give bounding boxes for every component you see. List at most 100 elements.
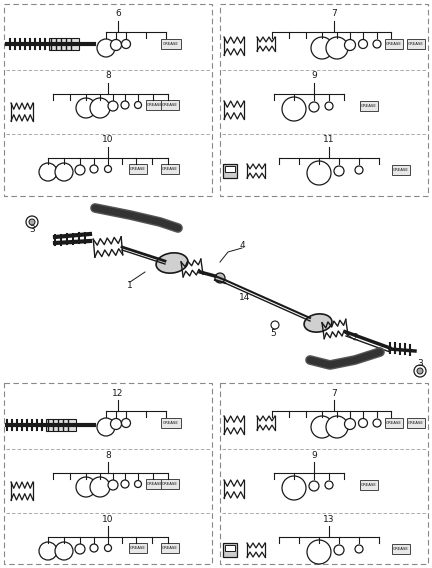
Text: GREASE: GREASE <box>163 421 179 425</box>
Bar <box>49 38 79 50</box>
Bar <box>223 164 237 178</box>
Text: GREASE: GREASE <box>147 103 163 107</box>
Circle shape <box>76 477 96 497</box>
FancyBboxPatch shape <box>392 165 410 175</box>
FancyBboxPatch shape <box>129 164 147 174</box>
Circle shape <box>355 166 363 174</box>
Text: GREASE: GREASE <box>162 103 178 107</box>
Circle shape <box>215 273 225 283</box>
FancyBboxPatch shape <box>360 480 378 490</box>
Circle shape <box>359 40 368 48</box>
Text: GREASE: GREASE <box>361 104 377 108</box>
Circle shape <box>414 365 426 377</box>
Circle shape <box>307 540 331 564</box>
FancyBboxPatch shape <box>161 543 179 553</box>
Circle shape <box>121 419 130 428</box>
Circle shape <box>344 40 356 51</box>
Circle shape <box>105 545 111 552</box>
FancyBboxPatch shape <box>407 418 425 428</box>
Text: GREASE: GREASE <box>408 42 424 46</box>
Circle shape <box>108 101 118 111</box>
FancyBboxPatch shape <box>407 39 425 49</box>
FancyBboxPatch shape <box>385 418 403 428</box>
Text: GREASE: GREASE <box>408 421 424 425</box>
Bar <box>4 4 212 196</box>
Circle shape <box>134 102 142 108</box>
Circle shape <box>359 419 368 428</box>
Circle shape <box>111 40 121 51</box>
Text: GREASE: GREASE <box>163 42 179 46</box>
FancyBboxPatch shape <box>146 100 164 110</box>
Text: 12: 12 <box>112 389 124 398</box>
FancyBboxPatch shape <box>360 101 378 111</box>
Text: GREASE: GREASE <box>130 546 146 550</box>
Bar <box>225 545 235 551</box>
FancyBboxPatch shape <box>146 479 164 489</box>
Text: GREASE: GREASE <box>162 167 178 171</box>
FancyBboxPatch shape <box>392 544 410 554</box>
Circle shape <box>90 98 110 118</box>
Text: 9: 9 <box>311 72 317 81</box>
Bar <box>220 383 428 564</box>
Circle shape <box>105 165 111 173</box>
Text: 5: 5 <box>270 328 276 337</box>
Text: 7: 7 <box>331 10 337 19</box>
Circle shape <box>134 481 142 487</box>
Circle shape <box>121 480 129 488</box>
Circle shape <box>282 97 306 121</box>
FancyBboxPatch shape <box>161 164 179 174</box>
Circle shape <box>111 419 121 429</box>
Ellipse shape <box>156 253 188 273</box>
Circle shape <box>55 542 73 560</box>
Circle shape <box>90 165 98 173</box>
Circle shape <box>344 419 356 429</box>
Circle shape <box>325 481 333 489</box>
Circle shape <box>121 101 129 109</box>
Circle shape <box>121 40 130 48</box>
Text: 4: 4 <box>239 240 245 249</box>
Text: GREASE: GREASE <box>162 482 178 486</box>
Text: GREASE: GREASE <box>361 483 377 487</box>
Circle shape <box>334 166 344 176</box>
Text: 7: 7 <box>331 389 337 398</box>
Circle shape <box>325 102 333 110</box>
Bar <box>46 419 76 431</box>
Text: 2: 2 <box>352 332 358 341</box>
Circle shape <box>75 165 85 175</box>
Text: 10: 10 <box>102 515 114 524</box>
Circle shape <box>39 542 57 560</box>
Text: GREASE: GREASE <box>386 42 402 46</box>
Text: 6: 6 <box>115 10 121 19</box>
Bar <box>223 543 237 557</box>
Circle shape <box>326 37 348 59</box>
Circle shape <box>90 477 110 497</box>
Circle shape <box>271 321 279 329</box>
Text: 10: 10 <box>102 136 114 144</box>
Text: GREASE: GREASE <box>147 482 163 486</box>
FancyBboxPatch shape <box>161 100 179 110</box>
Text: 8: 8 <box>105 72 111 81</box>
Text: 3: 3 <box>29 225 35 235</box>
Text: 9: 9 <box>311 450 317 460</box>
Text: 1: 1 <box>127 281 133 290</box>
Bar <box>4 383 212 564</box>
Text: GREASE: GREASE <box>393 168 409 172</box>
Text: 13: 13 <box>323 515 335 524</box>
Text: GREASE: GREASE <box>393 547 409 551</box>
Text: GREASE: GREASE <box>162 546 178 550</box>
FancyBboxPatch shape <box>161 479 179 489</box>
Ellipse shape <box>304 314 332 332</box>
Circle shape <box>97 39 115 57</box>
Circle shape <box>373 40 381 48</box>
Circle shape <box>373 419 381 427</box>
Circle shape <box>75 544 85 554</box>
Text: 8: 8 <box>105 450 111 460</box>
Circle shape <box>90 544 98 552</box>
Circle shape <box>334 545 344 555</box>
Circle shape <box>29 219 35 225</box>
Circle shape <box>55 163 73 181</box>
Circle shape <box>97 418 115 436</box>
Circle shape <box>311 37 333 59</box>
Text: GREASE: GREASE <box>130 167 146 171</box>
Text: 3: 3 <box>417 358 423 367</box>
